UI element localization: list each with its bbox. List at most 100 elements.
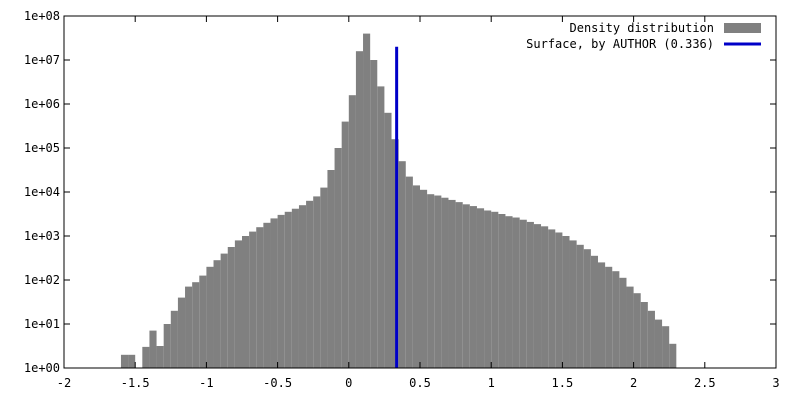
y-tick-label: 1e+02 <box>24 273 60 287</box>
histogram-bar <box>455 202 463 368</box>
histogram-bar <box>256 227 264 368</box>
y-tick-label: 1e+05 <box>24 141 60 155</box>
histogram-bar <box>533 224 542 368</box>
histogram-bar <box>476 208 485 368</box>
histogram-bar <box>334 148 342 368</box>
histogram-bar <box>441 197 449 368</box>
x-tick-label: -0.5 <box>263 376 292 390</box>
histogram-bar <box>590 255 598 368</box>
histogram-bar <box>327 170 335 368</box>
histogram-bar <box>555 232 563 368</box>
histogram-bar <box>420 189 428 368</box>
histogram-bar <box>548 229 556 368</box>
histogram-bar <box>633 293 641 368</box>
histogram-bar <box>462 204 470 368</box>
histogram-bar <box>341 121 349 368</box>
histogram-bar <box>242 236 250 368</box>
histogram-bar <box>427 194 435 368</box>
histogram-bar <box>227 247 235 368</box>
histogram-bar <box>405 176 413 368</box>
y-tick-label: 1e+06 <box>24 97 60 111</box>
histogram-bar <box>512 217 520 368</box>
histogram-bar <box>313 196 321 368</box>
histogram-bar <box>391 139 399 368</box>
histogram-bar <box>469 206 477 368</box>
histogram-bar <box>562 236 570 368</box>
histogram-bar <box>434 195 442 368</box>
bars-layer <box>120 33 677 369</box>
histogram-bar <box>626 286 634 368</box>
histogram-bar <box>199 275 207 368</box>
histogram-bar <box>234 240 242 368</box>
histogram-bar <box>519 219 527 368</box>
histogram-bar <box>298 205 307 368</box>
histogram-bar <box>156 346 164 368</box>
histogram-bar <box>647 310 655 368</box>
histogram-bar <box>120 354 129 368</box>
histogram-bar <box>412 185 420 368</box>
histogram-bar <box>206 266 214 368</box>
histogram-bar <box>583 249 591 368</box>
histogram-bar <box>213 260 221 368</box>
y-tick-label: 1e+01 <box>24 317 60 331</box>
histogram-bar <box>320 187 328 368</box>
histogram-bar <box>355 51 364 368</box>
y-tick-label: 1e+00 <box>24 361 60 375</box>
histogram-bar <box>263 222 271 368</box>
histogram-bar <box>249 231 257 368</box>
legend-label: Density distribution <box>570 21 715 35</box>
histogram-bar <box>640 302 648 368</box>
histogram-bar <box>612 271 620 368</box>
x-tick-label: -2 <box>57 376 71 390</box>
histogram-bar <box>619 277 627 368</box>
x-tick-label: 2.5 <box>694 376 716 390</box>
histogram-bar <box>149 330 157 368</box>
histogram-bar <box>284 211 292 368</box>
legend-label: Surface, by AUTHOR (0.336) <box>526 37 714 51</box>
histogram-bar <box>306 200 314 368</box>
histogram-bar <box>277 214 285 368</box>
histogram-bar <box>170 310 178 368</box>
histogram-bar <box>370 60 378 368</box>
histogram-bar <box>605 266 613 368</box>
x-tick-label: 0 <box>345 376 352 390</box>
histogram-bar <box>662 326 670 368</box>
histogram-bar <box>142 346 150 368</box>
x-tick-label: -1.5 <box>121 376 150 390</box>
histogram-bar <box>128 354 136 368</box>
histogram-bar <box>576 244 584 368</box>
x-tick-label: 1.5 <box>552 376 574 390</box>
histogram-bar <box>448 199 456 368</box>
x-tick-label: 0.5 <box>409 376 431 390</box>
histogram-bar <box>220 253 228 368</box>
x-tick-label: 1 <box>488 376 495 390</box>
y-tick-label: 1e+08 <box>24 9 60 23</box>
histogram-bar <box>377 86 385 369</box>
histogram-bar <box>526 221 534 368</box>
histogram-bar <box>669 343 677 368</box>
histogram-bar <box>598 262 606 368</box>
histogram-bar <box>505 216 513 368</box>
ticks-layer: -2 -1.5 -1 -0.5 0 0.5 1 1.5 2 2.5 3 1e+00 1e+01 1e+02… <box>24 9 780 390</box>
histogram-bar <box>498 214 506 368</box>
histogram-bar <box>163 324 171 368</box>
histogram-bar <box>363 33 371 368</box>
histogram-bar <box>484 210 492 368</box>
histogram-bar <box>177 297 186 368</box>
histogram-bar <box>398 161 406 368</box>
x-tick-label: -1 <box>199 376 213 390</box>
legend: Density distribution Surface, by AUTHOR (… <box>526 21 761 51</box>
histogram-bar <box>348 95 356 368</box>
y-tick-label: 1e+03 <box>24 229 60 243</box>
legend-swatch-box <box>724 23 761 33</box>
x-tick-label: 2 <box>630 376 637 390</box>
histogram-bar <box>185 286 193 368</box>
y-tick-label: 1e+04 <box>24 185 60 199</box>
histogram-bar <box>491 211 499 368</box>
histogram-bar <box>541 226 549 368</box>
histogram-bar <box>291 208 299 368</box>
histogram-bar <box>192 282 200 368</box>
x-tick-label: 3 <box>772 376 779 390</box>
